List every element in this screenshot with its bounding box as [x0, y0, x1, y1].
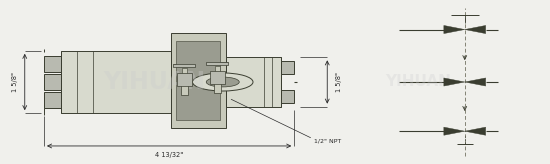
- Bar: [173, 64, 195, 67]
- Text: 1/2" NPT: 1/2" NPT: [314, 139, 341, 144]
- Polygon shape: [444, 78, 465, 86]
- Text: YIHUAN: YIHUAN: [103, 70, 205, 94]
- Text: 4 13/32": 4 13/32": [155, 152, 183, 158]
- Polygon shape: [465, 78, 486, 86]
- Polygon shape: [465, 25, 486, 34]
- Bar: [44, 92, 60, 108]
- Bar: [226, 57, 280, 107]
- Polygon shape: [444, 127, 465, 135]
- Bar: [181, 84, 188, 95]
- Polygon shape: [444, 25, 465, 34]
- Bar: [44, 56, 60, 72]
- Bar: [210, 71, 225, 84]
- Text: 1 5/8": 1 5/8": [12, 72, 18, 92]
- Bar: [176, 41, 220, 120]
- Text: YIHUAN: YIHUAN: [385, 74, 451, 90]
- Bar: [206, 62, 228, 65]
- Bar: [280, 90, 294, 103]
- Bar: [60, 51, 170, 113]
- Circle shape: [206, 77, 239, 87]
- Bar: [177, 73, 192, 86]
- Text: 1 5/8": 1 5/8": [337, 72, 342, 92]
- Bar: [44, 74, 60, 90]
- Bar: [280, 61, 294, 74]
- Circle shape: [192, 73, 253, 91]
- Bar: [214, 82, 221, 93]
- Bar: [182, 68, 187, 73]
- Polygon shape: [465, 127, 486, 135]
- Bar: [214, 66, 220, 71]
- Bar: [170, 33, 226, 128]
